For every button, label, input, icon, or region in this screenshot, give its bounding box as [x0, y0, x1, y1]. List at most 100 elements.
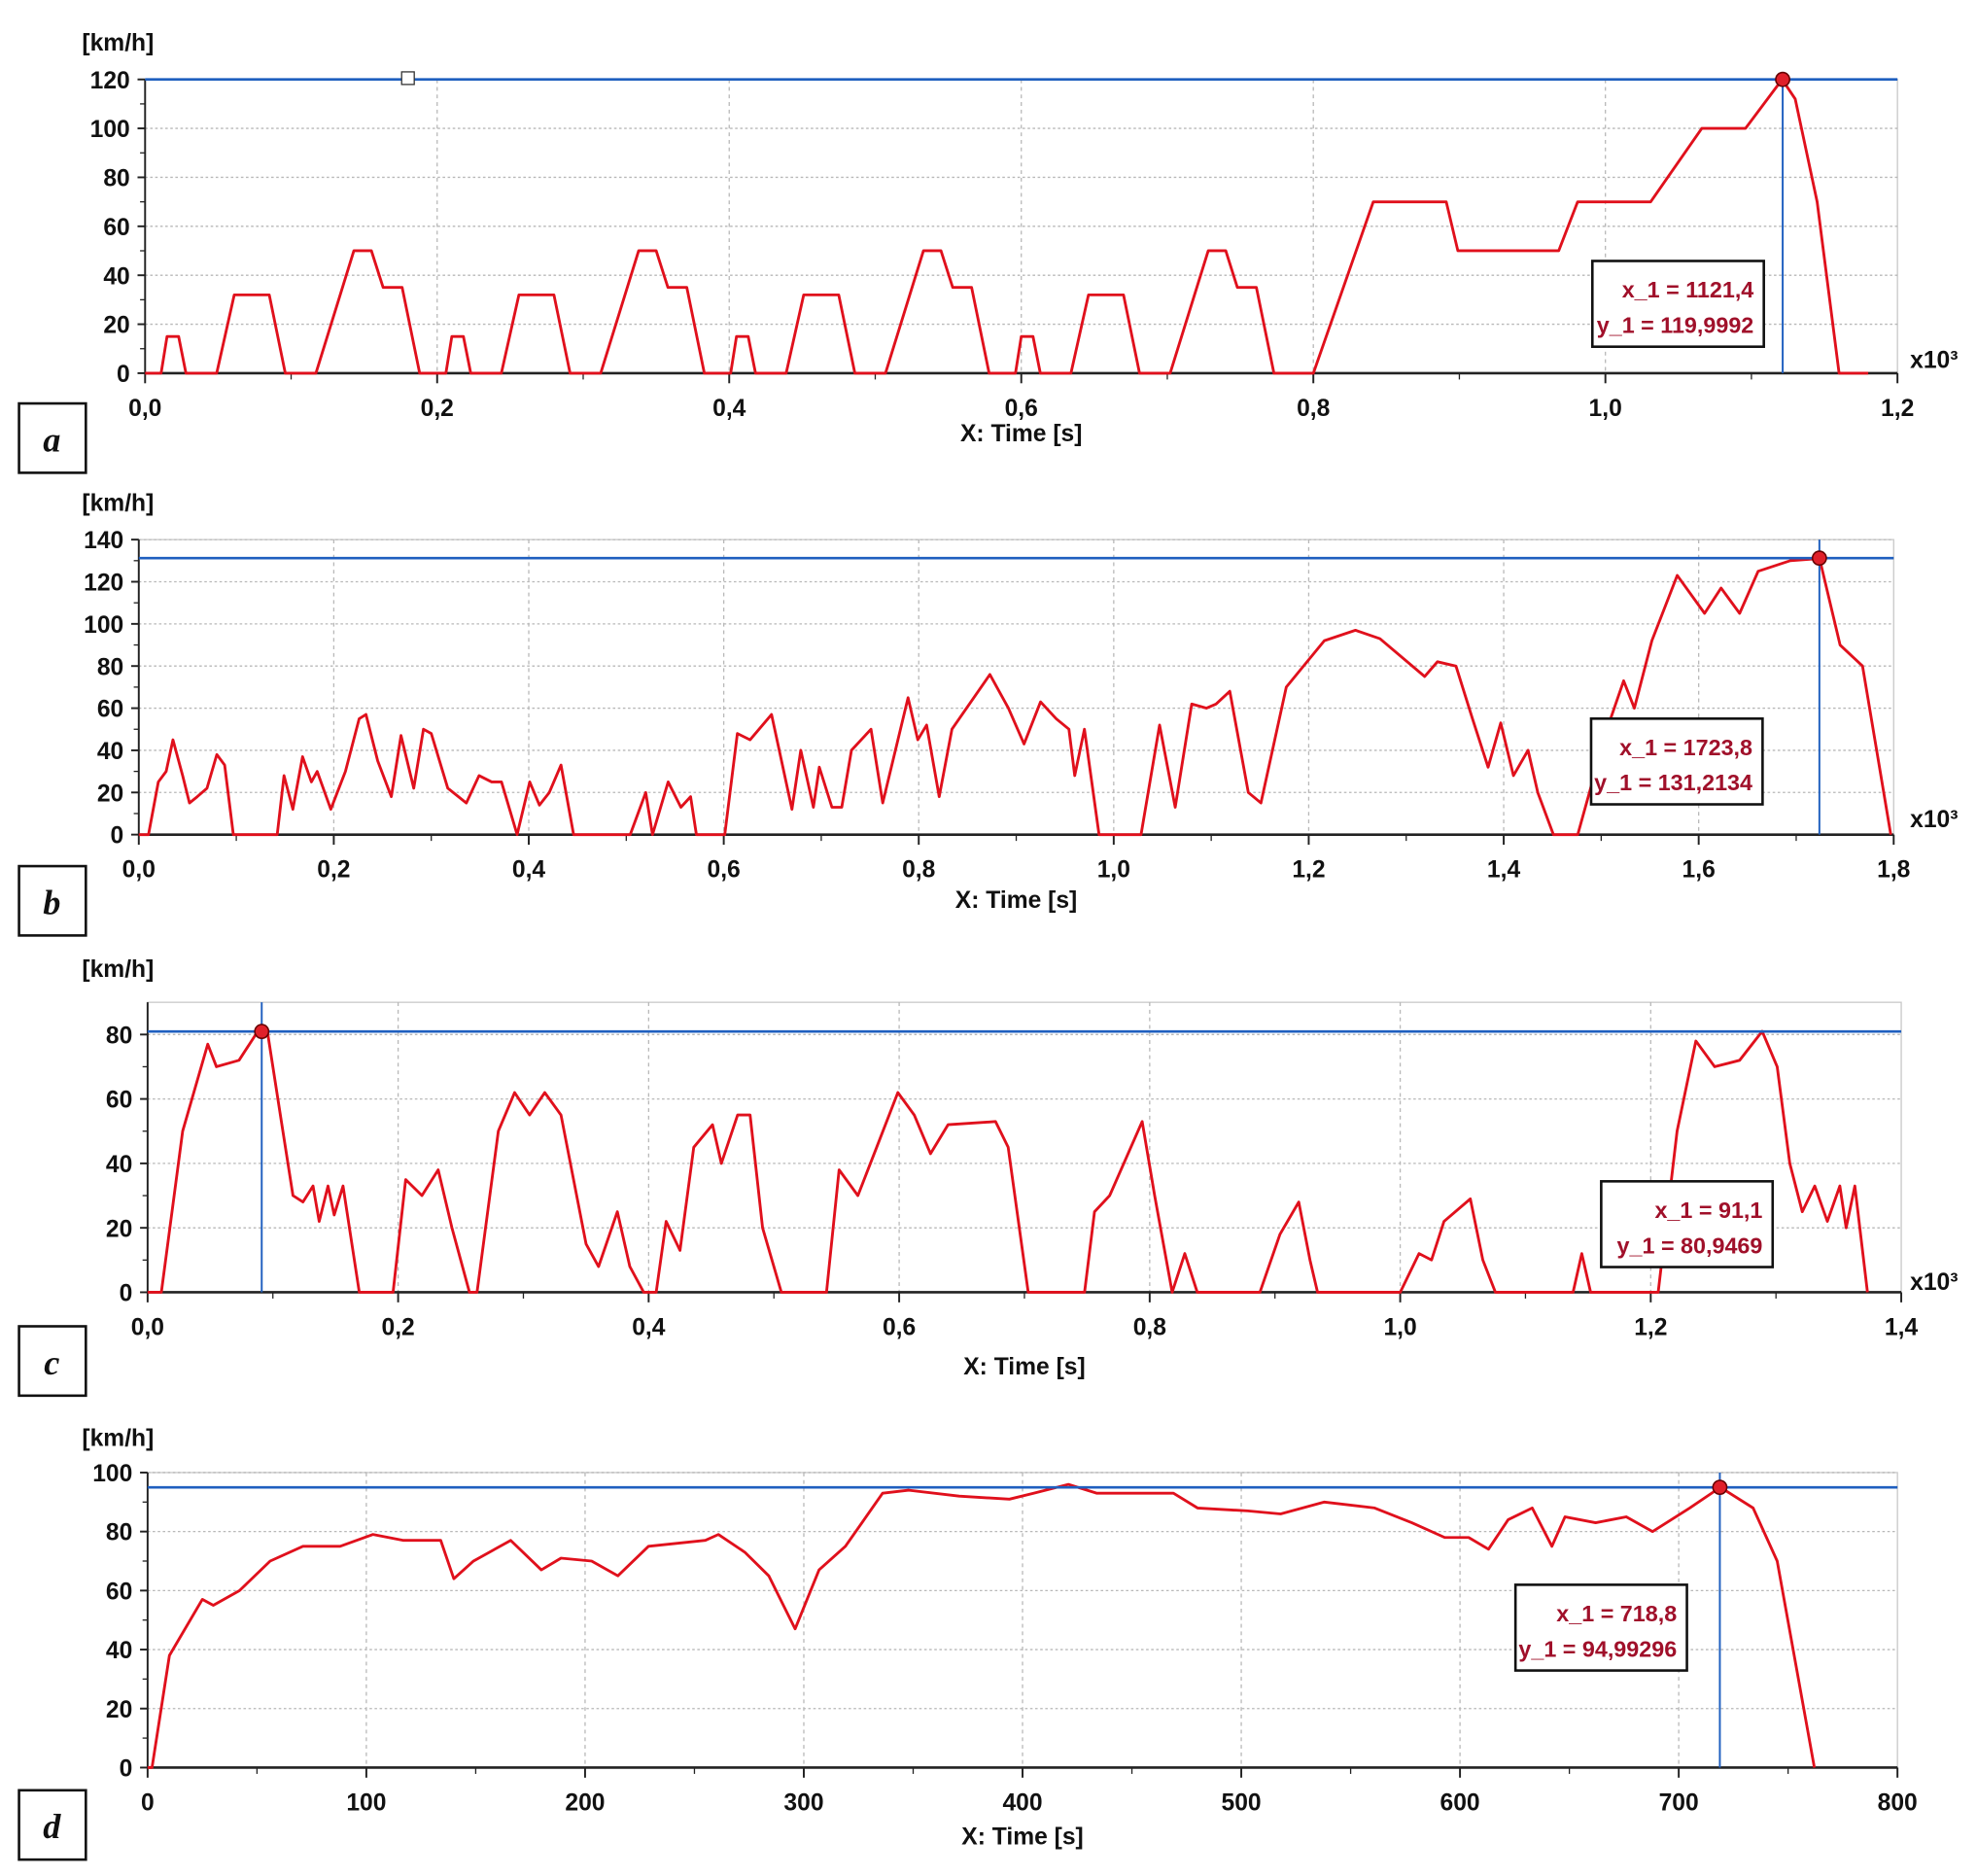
x-axis-multiplier: x10³ — [1910, 807, 1958, 833]
y-tick-label: 40 — [106, 1152, 132, 1178]
panel-label: b — [43, 883, 60, 921]
y-tick-label: 120 — [84, 571, 123, 597]
x-tick-label: 0,2 — [421, 396, 454, 422]
y-tick-label: 20 — [103, 313, 129, 339]
x-tick-label: 0,8 — [1133, 1315, 1166, 1341]
chart-panel-a: 0 20 40 60 80 100 120 0,0 0,2 0,4 0,6 0,8 1,0 1,2 [km/… — [17, 30, 1958, 474]
y-tick-label: 40 — [103, 263, 129, 290]
panel-label-box — [17, 401, 87, 474]
x-tick-label: 0,4 — [512, 857, 546, 884]
x-tick-label: 0,0 — [131, 1315, 164, 1341]
y-tick-label: 100 — [84, 612, 123, 639]
chart-panel-d: 0 20 40 60 80 100 0 100 200 300 400 500 600 700 800 [km… — [17, 1426, 1918, 1861]
panel-label: a — [43, 420, 60, 459]
x-tick-label: 0,8 — [1297, 396, 1330, 422]
x-tick-label: 1,4 — [1487, 857, 1521, 884]
x-tick-label: 0,6 — [1005, 396, 1038, 422]
x-tick-label: 400 — [1002, 1790, 1042, 1817]
x-tick-label: 0,6 — [708, 857, 741, 884]
y-tick-label: 40 — [97, 739, 123, 765]
y-tick-label: 60 — [106, 1579, 132, 1605]
chart-panel-b: 0 20 40 60 80 100 120 140 0,0 0,2 0,4 0,6 0,8 1,0 1,2 1… — [17, 490, 1958, 937]
cursor-y-readout: y_1 = 119,9992 — [1597, 312, 1754, 337]
x-tick-label: 0,2 — [317, 857, 350, 884]
cursor-handle — [400, 71, 415, 86]
y-axis-label: [km/h] — [82, 956, 154, 983]
x-axis-label: X: Time [s] — [961, 1824, 1083, 1851]
cursor-y-readout: y_1 = 131,2134 — [1594, 770, 1752, 795]
y-tick-label: 20 — [97, 781, 123, 807]
y-axis-label: [km/h] — [82, 490, 154, 516]
y-tick-label: 80 — [103, 166, 129, 192]
x-tick-label: 1,4 — [1885, 1315, 1919, 1341]
y-tick-label: 120 — [90, 68, 130, 94]
x-tick-label: 0,6 — [883, 1315, 916, 1341]
x-axis-label: X: Time [s] — [960, 421, 1082, 447]
y-tick-label: 0 — [111, 823, 124, 850]
cursor-readout-box — [1589, 717, 1764, 806]
x-tick-label: 0 — [141, 1790, 155, 1817]
x-axis-label: X: Time [s] — [963, 1354, 1085, 1380]
x-tick-label: 1,8 — [1877, 857, 1910, 884]
panel-label: d — [43, 1807, 61, 1846]
x-tick-label: 0,4 — [712, 396, 746, 422]
series-line-speed — [147, 1029, 1869, 1294]
y-tick-label: 80 — [106, 1023, 132, 1049]
x-tick-label: 1,0 — [1589, 396, 1622, 422]
cursor-x-readout: x_1 = 1121,4 — [1622, 277, 1754, 302]
cursor-x-readout: x_1 = 1723,8 — [1619, 735, 1752, 760]
y-axis-label: [km/h] — [82, 1426, 154, 1452]
x-axis-multiplier: x10³ — [1910, 1269, 1958, 1296]
chart-panel-c: 0 20 40 60 80 0,0 0,2 0,4 0,6 0,8 1,0 1,2 1,4 [km/h] X… — [17, 956, 1958, 1398]
x-tick-label: 500 — [1222, 1790, 1262, 1817]
y-tick-label: 140 — [84, 528, 123, 554]
y-tick-label: 100 — [92, 1461, 132, 1487]
cursor-x-readout: x_1 = 91,1 — [1654, 1198, 1762, 1223]
y-tick-label: 100 — [90, 117, 130, 143]
x-tick-label: 700 — [1659, 1790, 1699, 1817]
x-axis-label: X: Time [s] — [955, 887, 1077, 914]
cursor-y-readout: y_1 = 94,99296 — [1518, 1636, 1677, 1661]
y-tick-label: 40 — [106, 1638, 132, 1664]
panel-label-box — [17, 864, 87, 937]
cursor-readout-box — [1600, 1180, 1775, 1268]
x-tick-label: 800 — [1878, 1790, 1918, 1817]
y-tick-label: 80 — [106, 1520, 132, 1546]
cursor-point — [1775, 71, 1790, 87]
panel-label-box — [17, 1789, 87, 1861]
y-tick-label: 60 — [97, 697, 123, 723]
y-tick-label: 0 — [117, 362, 130, 388]
x-axis-multiplier: x10³ — [1910, 348, 1958, 374]
y-tick-label: 20 — [106, 1697, 132, 1723]
cursor-x-readout: x_1 = 718,8 — [1556, 1601, 1677, 1626]
y-tick-label: 20 — [106, 1216, 132, 1242]
panel-label-box — [17, 1325, 87, 1398]
x-tick-label: 1,2 — [1292, 857, 1325, 884]
x-tick-label: 1,0 — [1383, 1315, 1416, 1341]
y-tick-label: 80 — [97, 654, 123, 680]
x-tick-label: 100 — [346, 1790, 386, 1817]
x-tick-label: 0,8 — [902, 857, 935, 884]
x-tick-label: 1,0 — [1097, 857, 1130, 884]
x-tick-label: 200 — [565, 1790, 605, 1817]
y-tick-label: 0 — [120, 1756, 133, 1783]
cursor-readout-box — [1590, 260, 1765, 348]
x-tick-label: 0,0 — [122, 857, 156, 884]
x-tick-label: 600 — [1440, 1790, 1480, 1817]
x-tick-label: 300 — [783, 1790, 823, 1817]
cursor-readout-box — [1513, 1583, 1688, 1672]
cursor-point — [1811, 550, 1827, 567]
x-tick-label: 1,2 — [1634, 1315, 1667, 1341]
x-tick-label: 1,6 — [1682, 857, 1716, 884]
y-axis-label: [km/h] — [82, 30, 154, 56]
y-tick-label: 60 — [106, 1088, 132, 1114]
series-line-speed — [145, 78, 1869, 375]
y-tick-label: 0 — [120, 1281, 133, 1307]
series-line-speed — [138, 557, 1892, 837]
panel-label: c — [44, 1343, 59, 1382]
x-tick-label: 0,4 — [632, 1315, 666, 1341]
cursor-point — [254, 1024, 270, 1040]
cursor-point — [1712, 1479, 1728, 1496]
x-tick-label: 0,2 — [381, 1315, 414, 1341]
